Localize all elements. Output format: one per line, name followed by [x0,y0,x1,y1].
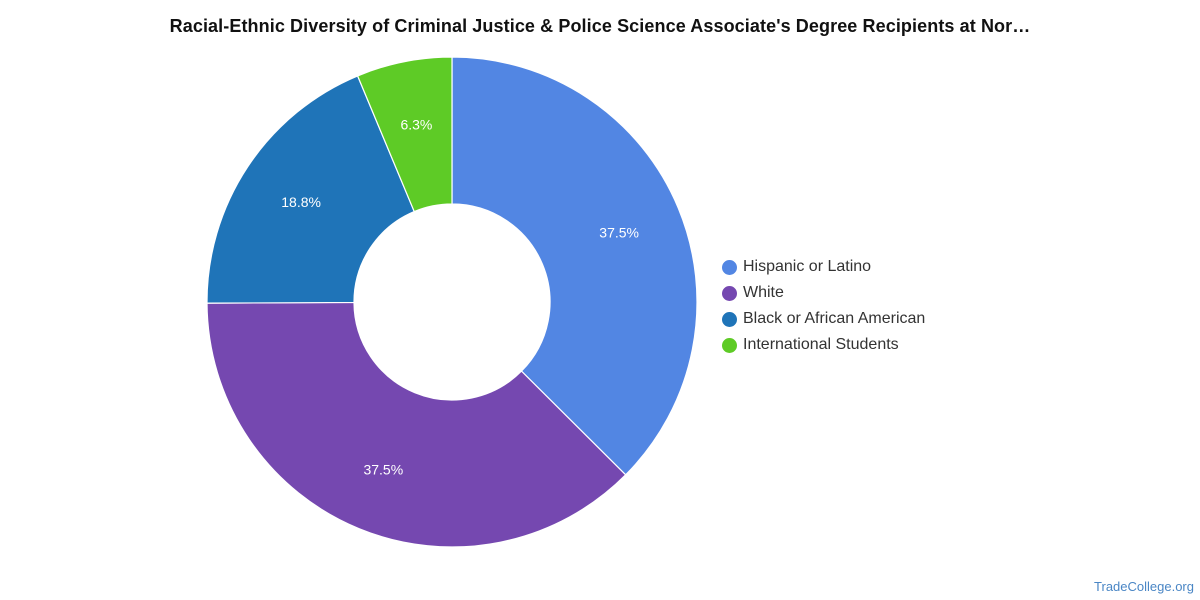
legend-label: White [743,284,784,301]
slice-black-or-african-american[interactable] [206,75,416,304]
legend-item[interactable]: White [722,280,925,306]
legend-swatch-icon [722,259,737,275]
legend-swatch-icon [722,337,737,353]
source-credit[interactable]: TradeCollege.org [1094,579,1194,594]
slice-data-label: 18.8% [281,194,321,210]
chart-title: Racial-Ethnic Diversity of Criminal Just… [169,16,1031,36]
legend-label: Black or African American [743,310,926,327]
slice-data-label: 37.5% [363,461,403,477]
legend-swatch-icon [722,285,737,301]
slice-hispanic-or-latino[interactable] [451,56,698,476]
chart-legend: Hispanic or Latino White Black or African … [722,254,925,358]
slice-data-label: 37.5% [599,225,639,241]
legend-item[interactable]: Black or African American [722,306,925,332]
slice-white[interactable] [206,301,627,548]
legend-swatch-icon [722,311,737,327]
slice-data-label: 6.3% [400,117,432,133]
slice-international-students[interactable] [356,56,453,213]
legend-item[interactable]: International Students [722,332,925,358]
legend-item[interactable]: Hispanic or Latino [722,254,925,280]
legend-label: Hispanic or Latino [743,258,872,275]
legend-label: International Students [743,336,899,353]
